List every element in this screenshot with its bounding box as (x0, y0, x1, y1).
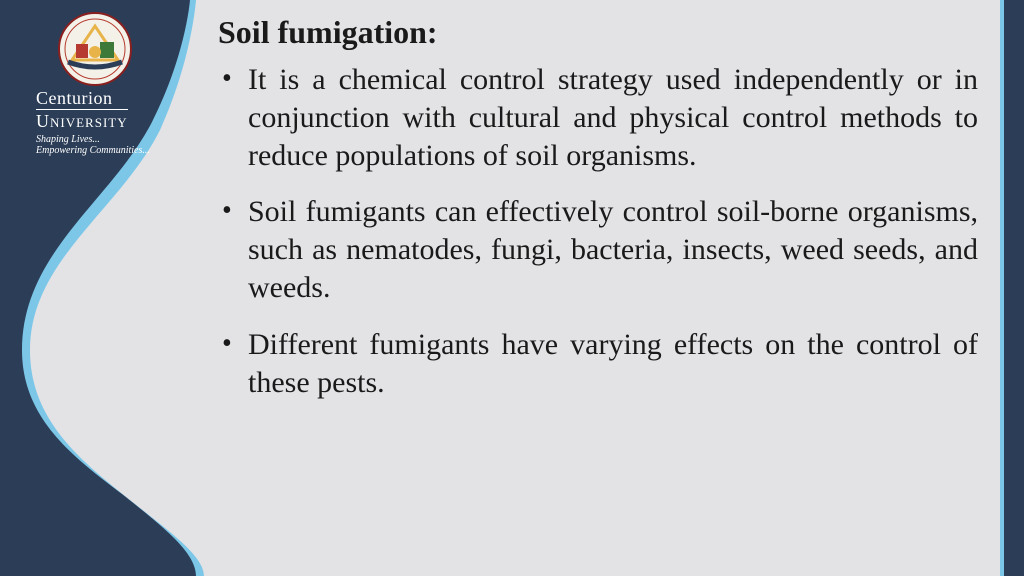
university-name-line2: UNIVERSITY (36, 109, 128, 132)
bullet-item: Different fumigants have varying effects… (218, 326, 978, 402)
slide-content: Soil fumigation: It is a chemical contro… (218, 14, 978, 420)
tagline-1: Shaping Lives... (36, 134, 176, 145)
right-accent-bar (1004, 0, 1024, 576)
university-name-block: Centurion UNIVERSITY Shaping Lives... Em… (36, 88, 176, 156)
bullet-item: Soil fumigants can effectively control s… (218, 193, 978, 307)
right-accent-thin (1000, 0, 1004, 576)
bullet-list: It is a chemical control strategy used i… (218, 61, 978, 402)
slide: Centurion UNIVERSITY Shaping Lives... Em… (0, 0, 1024, 576)
left-curved-panel (0, 0, 210, 576)
university-logo (58, 12, 132, 86)
tagline-2: Empowering Communities... (36, 145, 176, 156)
university-name-line1: Centurion (36, 88, 176, 109)
bullet-item: It is a chemical control strategy used i… (218, 61, 978, 175)
slide-title: Soil fumigation: (218, 14, 978, 51)
